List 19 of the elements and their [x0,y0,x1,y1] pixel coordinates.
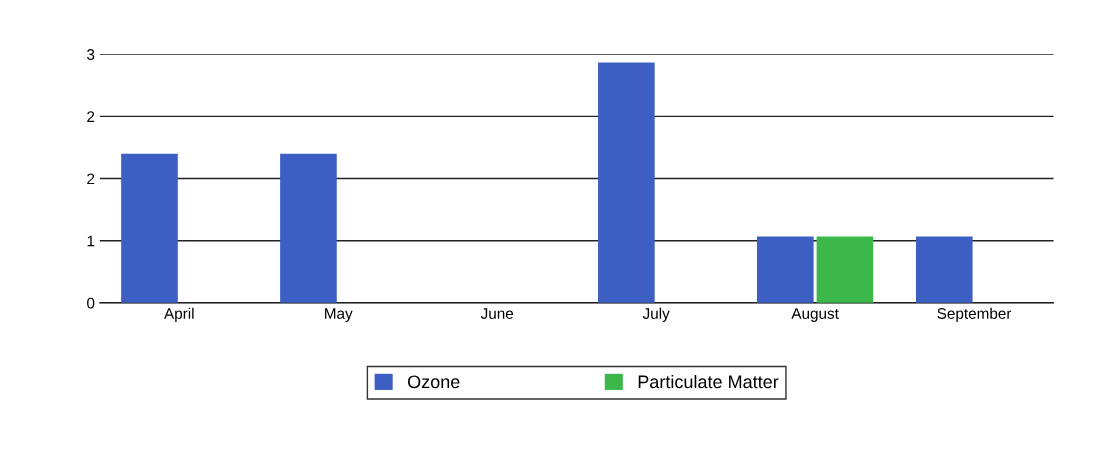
legend-label: Particulate Matter [638,374,779,389]
bar [280,153,337,303]
bar [816,236,874,303]
bar [915,236,973,303]
bar [598,62,655,303]
y-tick-label: 1 [87,235,95,247]
x-tick-label: August [791,308,839,322]
legend-label: Ozone [407,375,460,389]
y-tick-label: 3 [87,49,95,60]
y-tick-label: 0 [87,297,95,309]
x-tick-label: May [325,308,353,322]
bar [121,153,178,303]
x-tick-label: July [642,307,670,322]
bar [757,236,814,303]
y-tick-label: 2 [87,111,95,122]
x-tick-label: September [937,307,1012,322]
y-tick-label: 2 [87,173,95,185]
x-tick-label: April [164,307,194,322]
x-tick-label: June [480,308,514,319]
